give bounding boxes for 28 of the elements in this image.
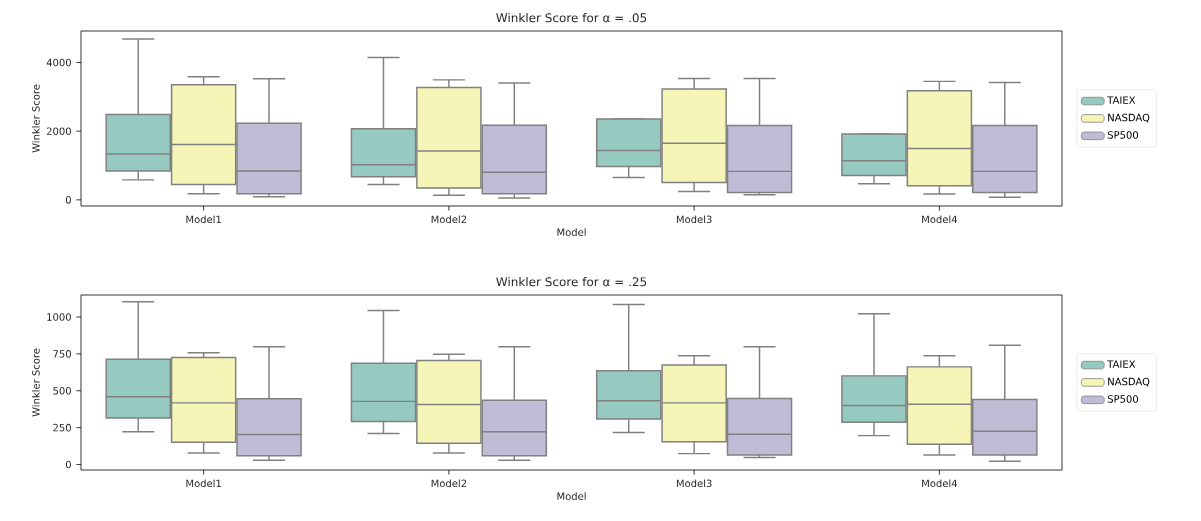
legend-label: NASDAQ — [1108, 113, 1150, 123]
y-axis-title: Winkler Score — [31, 348, 40, 417]
chart-title: Winkler Score for α = .25 — [496, 277, 647, 287]
y-tick-label: 0 — [65, 196, 71, 204]
legend-label: NASDAQ — [1108, 377, 1150, 387]
y-tick-label: 1000 — [47, 313, 71, 321]
y-tick-label: 750 — [53, 350, 71, 358]
x-tick-label: Model3 — [676, 479, 712, 488]
chart-title: Winkler Score for α = .05 — [496, 13, 647, 23]
x-tick-label: Model2 — [431, 479, 467, 488]
legend-label: SP500 — [1107, 131, 1139, 139]
legend-label: TAIEX — [1107, 360, 1136, 368]
x-tick-label: Model4 — [922, 479, 958, 488]
x-tick-label: Model3 — [676, 215, 712, 224]
y-axis-title: Winkler Score — [31, 84, 40, 153]
legend-label: TAIEX — [1107, 96, 1136, 104]
y-tick-label: 500 — [53, 386, 71, 395]
y-tick-label: 2000 — [46, 127, 71, 135]
x-tick-label: Model1 — [186, 215, 221, 224]
y-tick-label: 0 — [65, 460, 71, 469]
x-tick-label: Model4 — [922, 215, 958, 224]
y-tick-label: 250 — [53, 423, 71, 432]
x-tick-label: Model1 — [186, 479, 221, 488]
x-tick-label: Model2 — [431, 215, 467, 224]
x-axis-title: Model — [557, 492, 586, 501]
legend-label: SP500 — [1107, 395, 1139, 403]
x-axis-title: Model — [557, 228, 586, 237]
y-tick-label: 4000 — [46, 58, 71, 67]
